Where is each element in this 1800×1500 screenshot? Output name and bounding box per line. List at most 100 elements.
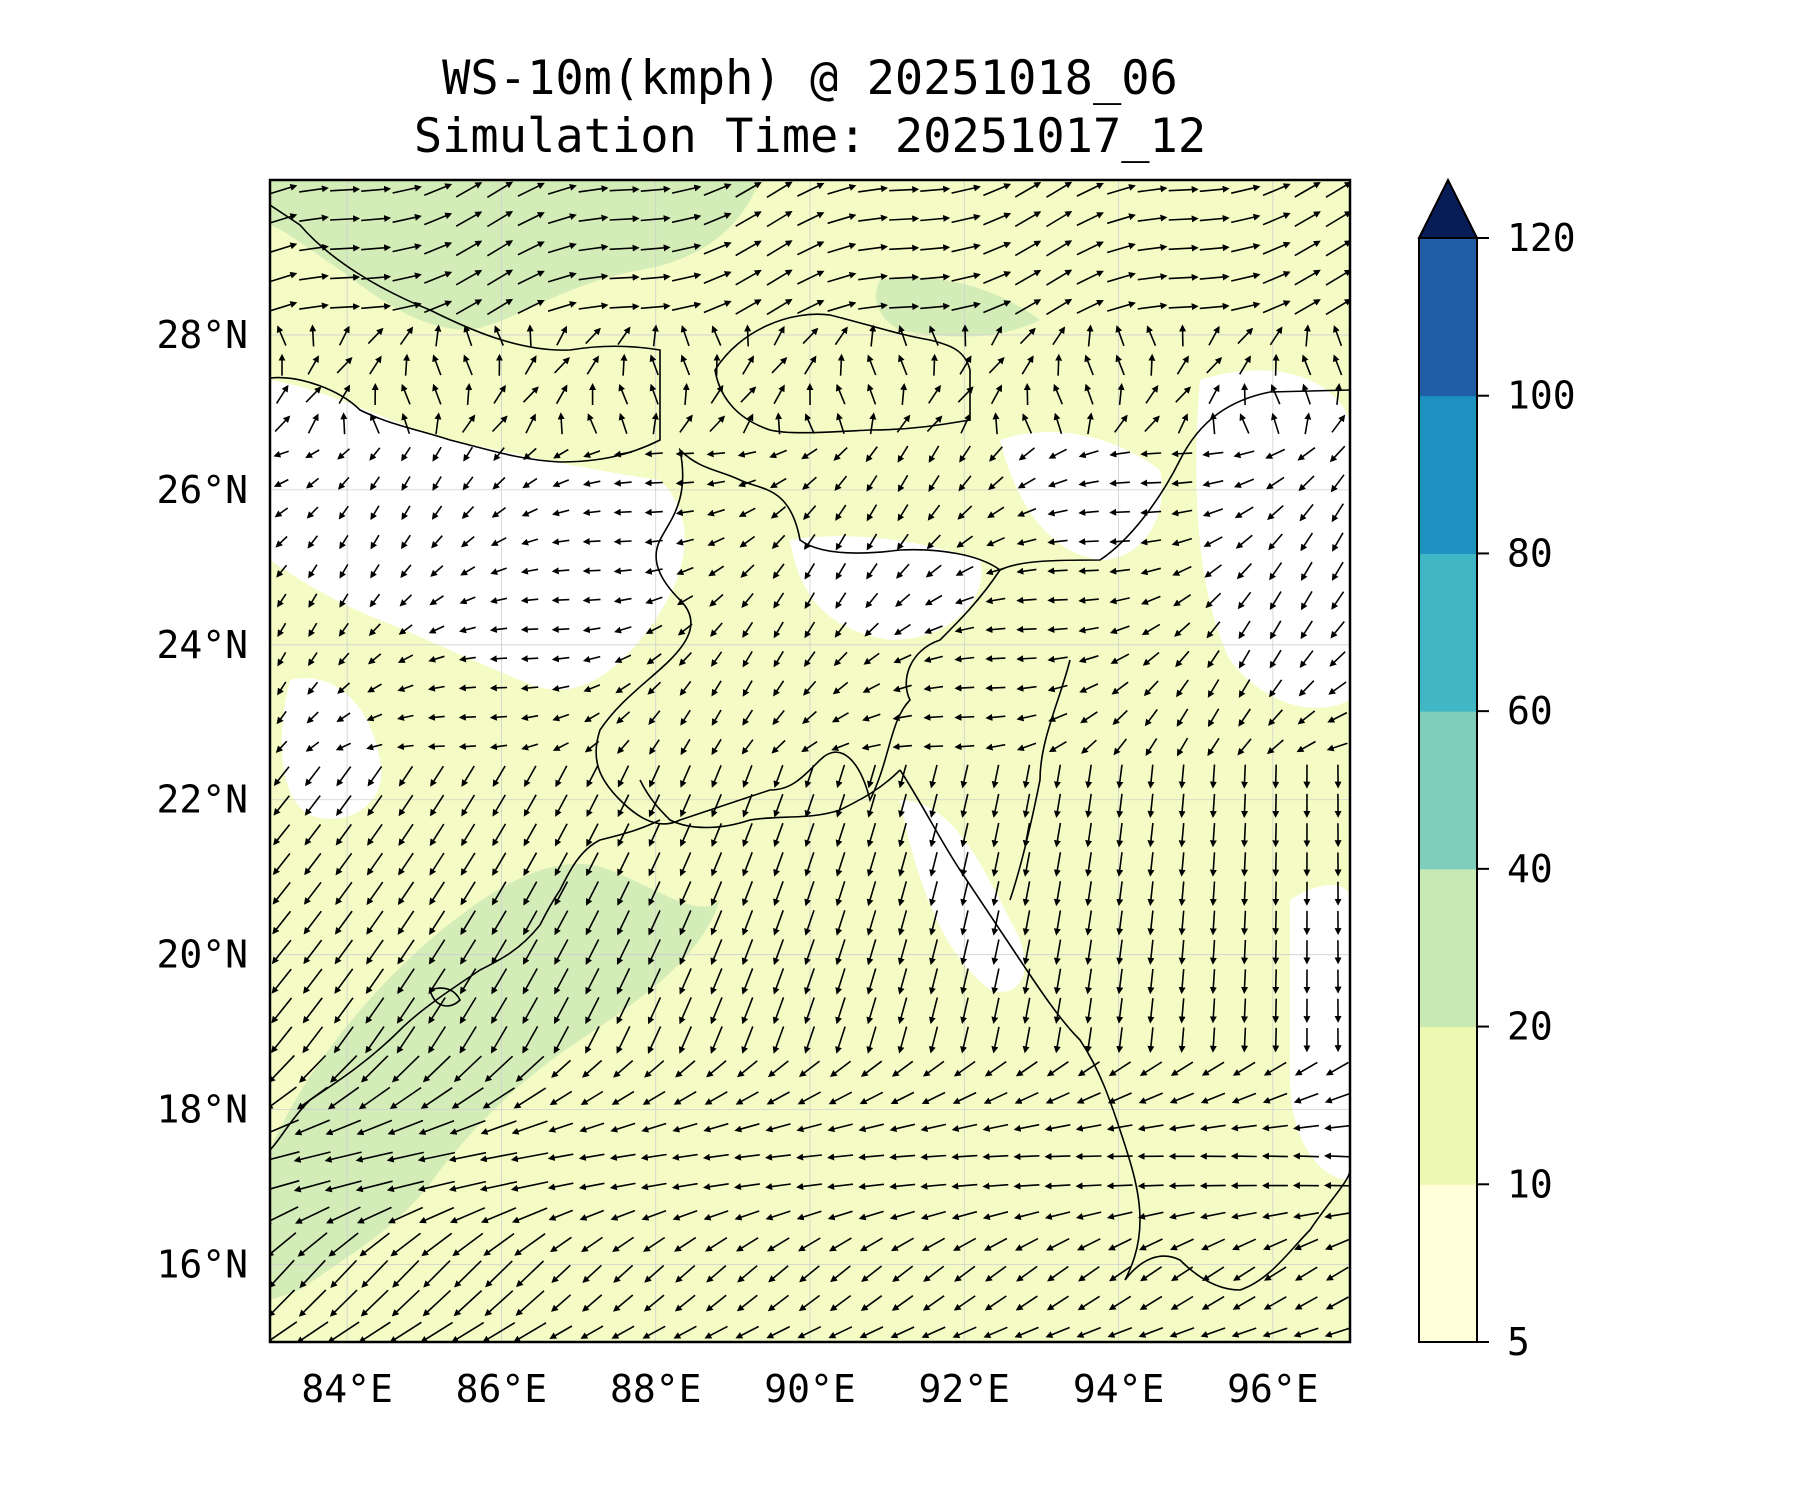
wind-arrow	[552, 713, 570, 722]
wind-vector-field	[270, 181, 1350, 1342]
wind-arrow	[772, 1026, 785, 1054]
wind-arrow	[489, 655, 508, 663]
wind-arrow	[490, 1025, 508, 1054]
wind-arrow	[397, 939, 415, 965]
wind-arrow	[489, 713, 508, 721]
lat-tick-label: 28°N	[156, 313, 248, 357]
wind-arrow	[828, 1237, 852, 1252]
wind-arrow	[835, 504, 847, 521]
wind-arrow	[802, 476, 817, 490]
wind-arrow	[672, 1210, 698, 1221]
wind-arrow	[420, 1087, 453, 1109]
wind-arrow	[803, 1026, 816, 1054]
wind-arrow	[429, 881, 445, 906]
wind-arrow	[403, 353, 411, 376]
wind-arrow	[858, 243, 888, 252]
wind-arrow	[866, 504, 878, 522]
wind-arrow	[676, 595, 694, 606]
wind-arrow	[548, 1122, 574, 1133]
wind-arrow	[612, 1294, 634, 1312]
wind-arrow	[773, 852, 784, 877]
wind-arrow	[306, 506, 319, 519]
wind-arrow	[898, 354, 908, 376]
wind-arrow	[773, 592, 785, 609]
wind-arrow	[988, 357, 1005, 374]
wind-arrow	[554, 939, 569, 965]
wind-arrow	[449, 1207, 486, 1224]
wind-arrow	[460, 535, 475, 548]
wind-arrow	[617, 910, 630, 936]
wind-arrow	[428, 997, 446, 1024]
wind-arrow	[960, 968, 969, 995]
wind-arrow	[766, 298, 793, 316]
wind-arrow	[423, 183, 453, 197]
wind-arrow	[742, 881, 754, 907]
wind-arrow	[773, 939, 785, 966]
wind-arrow	[960, 793, 969, 818]
wind-arrow	[609, 1153, 636, 1161]
wind-arrow	[740, 564, 755, 578]
wind-arrow	[1241, 998, 1249, 1024]
colorbar-segment	[1419, 553, 1477, 712]
wind-arrow	[929, 793, 938, 818]
wind-arrow	[771, 357, 788, 374]
wind-arrow	[337, 448, 351, 460]
wind-arrow	[651, 324, 659, 347]
wind-arrow	[983, 271, 1012, 284]
wind-arrow	[480, 1207, 517, 1224]
wind-arrow	[640, 215, 671, 223]
wind-arrow	[616, 997, 631, 1025]
lon-tick-label: 86°E	[456, 1367, 548, 1411]
wind-arrow	[428, 939, 446, 965]
wind-arrow	[991, 822, 1000, 848]
wind-arrow	[738, 479, 756, 488]
ganges-delta-coast	[639, 769, 901, 829]
wind-arrow	[858, 214, 888, 222]
wind-arrow	[928, 997, 939, 1025]
wind-arrow	[983, 212, 1012, 226]
wind-arrow	[613, 1059, 634, 1078]
wind-arrow	[867, 354, 877, 376]
wind-arrow	[829, 1060, 852, 1078]
wind-arrow	[270, 213, 298, 224]
wind-arrow	[399, 594, 413, 607]
wind-arrow	[797, 1237, 821, 1252]
wind-arrow	[547, 184, 577, 195]
wind-arrow	[889, 215, 920, 223]
wind-arrow	[458, 655, 476, 663]
wind-arrow	[834, 326, 848, 346]
wind-arrow	[765, 1183, 791, 1190]
wind-arrow	[479, 1181, 518, 1192]
wind-arrow	[641, 1122, 667, 1133]
wind-arrow	[613, 538, 632, 546]
wind-arrow	[582, 626, 601, 634]
wind-arrow	[370, 505, 380, 521]
wind-arrow	[547, 271, 577, 283]
wind-arrow	[986, 536, 1005, 547]
wind-arrow	[920, 214, 951, 222]
wind-arrow	[797, 212, 825, 227]
wind-arrow	[510, 1181, 549, 1192]
wind-arrow	[920, 244, 951, 252]
wind-arrow	[617, 823, 630, 847]
wind-arrow	[643, 1294, 665, 1312]
wind-arrow	[526, 324, 534, 347]
wind-arrow	[523, 447, 537, 461]
wind-arrow	[612, 1236, 635, 1253]
wind-arrow	[308, 622, 318, 638]
wind-arrow	[671, 184, 702, 194]
wind-arrow	[741, 739, 754, 755]
wind-arrow	[769, 477, 787, 489]
wind-arrow	[550, 1236, 572, 1253]
wind-arrow	[1109, 508, 1130, 516]
wind-arrow	[835, 533, 847, 551]
wind-arrow	[679, 910, 692, 936]
wind-arrow	[827, 1210, 853, 1221]
wind-arrow	[991, 793, 1000, 818]
wind-arrow	[711, 822, 723, 847]
wind-arrow	[678, 1026, 693, 1054]
wind-arrow	[802, 710, 817, 725]
colorbar-segment	[1419, 1026, 1477, 1185]
wind-arrow	[358, 1321, 391, 1342]
wind-arrow	[392, 272, 422, 282]
